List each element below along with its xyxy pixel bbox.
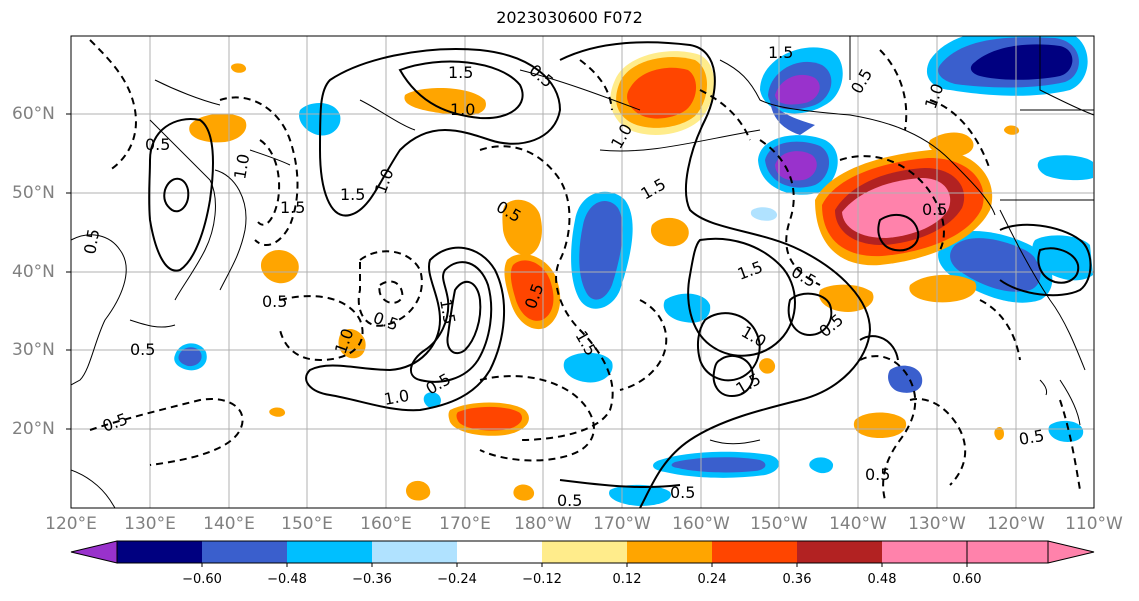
colorbar-label: 0.48 — [867, 572, 897, 587]
colorbar-label: 0.60 — [952, 572, 982, 587]
lat-label: 60°N — [12, 104, 55, 124]
lon-label: 170°W — [593, 514, 651, 534]
contour-label: 1.5 — [768, 43, 793, 62]
map-title: 2023030600 F072 — [496, 8, 643, 27]
lon-label: 130°E — [124, 514, 176, 534]
dashed-contours — [89, 39, 1081, 501]
colorbar-label: −0.60 — [182, 572, 222, 587]
contour-label: 0.5 — [1017, 426, 1045, 449]
lon-label: 140°W — [829, 514, 887, 534]
lat-label: 20°N — [12, 419, 55, 439]
contour-label: 0.5 — [262, 292, 287, 311]
lon-label: 140°E — [203, 514, 255, 534]
lon-label: 130°W — [908, 514, 966, 534]
contour-label: 0.5 — [922, 200, 947, 219]
gridlines — [71, 36, 1094, 508]
colorbar-outline — [116, 540, 1049, 564]
contour-label: 1.5 — [448, 63, 473, 82]
contour-label: 1.5 — [340, 185, 365, 204]
colorbar-segment — [457, 541, 542, 563]
colorbar-label: 0.12 — [612, 572, 642, 587]
contour-label: 1.0 — [230, 152, 253, 180]
colorbar-label: −0.24 — [437, 572, 477, 587]
colorbar-segment — [627, 541, 712, 563]
lon-label: 180°W — [514, 514, 572, 534]
colorbar-ticks — [201, 563, 968, 567]
contour-label: 0.5 — [145, 135, 170, 154]
colorbar-segment — [202, 541, 287, 563]
lon-label: 120°E — [45, 514, 97, 534]
colorbar-right-arrow — [966, 540, 1095, 564]
lat-label: 50°N — [12, 183, 55, 203]
colorbar-left-arrow — [70, 540, 118, 564]
lon-label: 150°E — [281, 514, 333, 534]
colorbar-label: 0.36 — [782, 572, 812, 587]
colorbar-segment — [797, 541, 882, 563]
colorbar-segment — [542, 541, 627, 563]
colorbar-label: 0.24 — [697, 572, 727, 587]
contour-label: 0.5 — [670, 483, 695, 502]
colorbar — [70, 540, 1095, 567]
colorbar-segment — [712, 541, 797, 563]
contour-label: 1.5 — [436, 297, 459, 325]
colorbar-label: −0.12 — [522, 572, 562, 587]
lon-label: 150°W — [750, 514, 808, 534]
lat-label: 30°N — [12, 340, 55, 360]
contour-label: 1.5 — [280, 198, 305, 217]
solid-contours — [148, 41, 1092, 508]
contour-label: 0.5 — [865, 465, 890, 484]
contour-label: 1.0 — [382, 386, 410, 409]
colorbar-segment — [882, 541, 967, 563]
coastlines — [71, 36, 1094, 508]
colorbar-label: −0.48 — [267, 572, 307, 587]
axis-ticks — [66, 113, 71, 430]
lon-label: 110°W — [1065, 514, 1123, 534]
lon-label: 170°E — [439, 514, 491, 534]
lon-label: 120°W — [987, 514, 1045, 534]
lon-label: 160°W — [672, 514, 730, 534]
colorbar-segment — [117, 541, 202, 563]
colorbar-label: −0.36 — [352, 572, 392, 587]
contour-label: 0.5 — [557, 491, 582, 510]
contour-label: 0.5 — [80, 227, 103, 255]
colorbar-segment — [287, 541, 372, 563]
contour-label: 1.0 — [450, 100, 475, 119]
lon-label: 160°E — [360, 514, 412, 534]
colorbar-segment — [372, 541, 457, 563]
lat-label: 40°N — [12, 262, 55, 282]
contour-label: 0.5 — [130, 340, 155, 359]
